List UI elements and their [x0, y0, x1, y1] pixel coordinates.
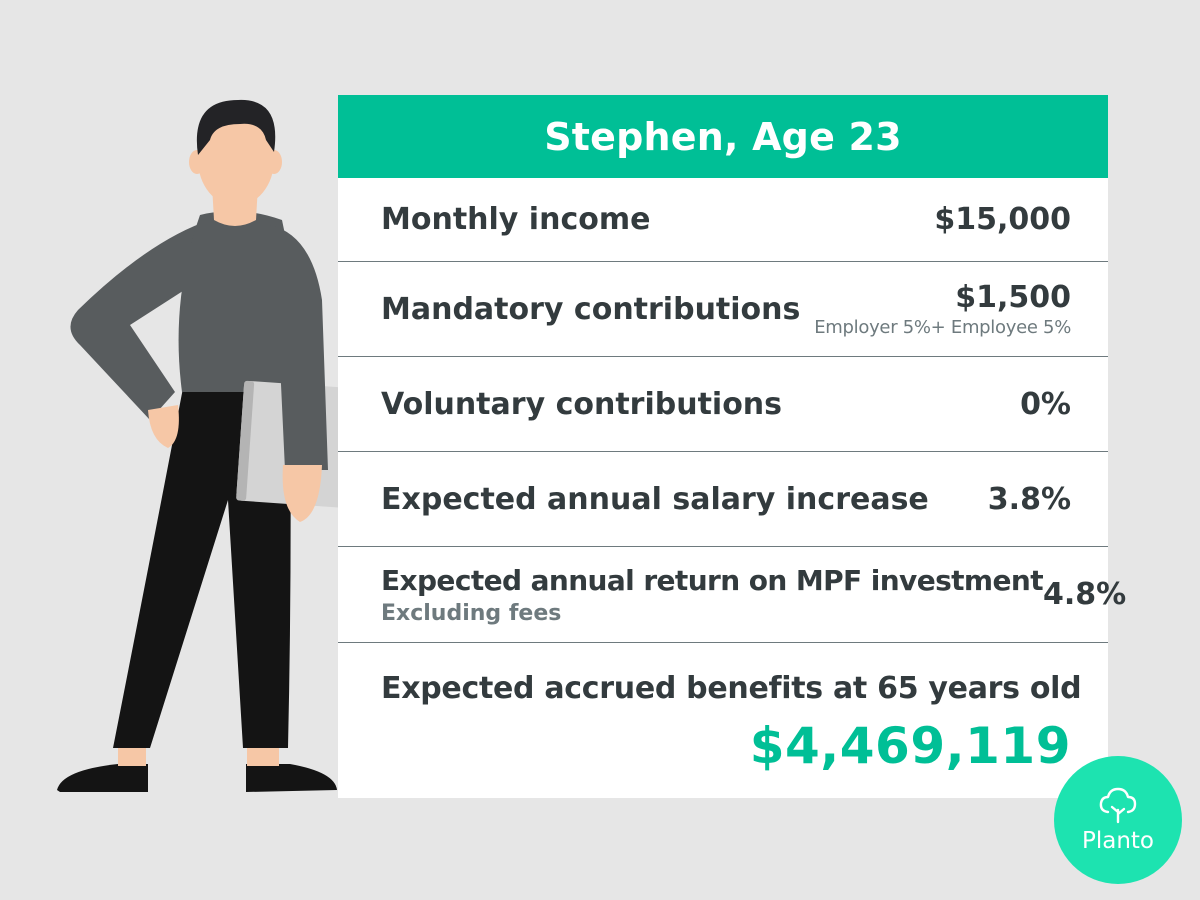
row-mpf-return: Expected annual return on MPF investment… [338, 547, 1126, 643]
card-title: Stephen, Age 23 [544, 114, 902, 159]
row-label-group: Expected annual return on MPF investment… [381, 563, 1044, 626]
person-illustration [57, 99, 374, 792]
right-hand [282, 465, 322, 522]
row-value: $15,000 [934, 202, 1071, 237]
row-salary-increase: Expected annual salary increase 3.8% [338, 452, 1108, 547]
right-arm [270, 225, 328, 470]
row-value: 4.8% [1043, 577, 1127, 612]
accrued-benefits: Expected accrued benefits at 65 years ol… [338, 643, 1108, 798]
left-hand [148, 405, 179, 448]
brand-name: Planto [1081, 828, 1155, 854]
left-arm [70, 220, 211, 420]
row-label: Expected annual return on MPF investment [381, 563, 1044, 597]
row-label: Voluntary contributions [381, 386, 783, 422]
row-value: 0% [1020, 386, 1071, 422]
row-label: Mandatory contributions [381, 291, 801, 327]
head [198, 114, 274, 206]
row-value-group: $1,500 Employer 5%+ Employee 5% [814, 280, 1071, 338]
row-monthly-income: Monthly income $15,000 [338, 178, 1108, 262]
left-shoe [57, 764, 148, 792]
sweater [178, 211, 295, 392]
row-note: Employer 5%+ Employee 5% [814, 317, 1071, 338]
row-value: 3.8% [987, 481, 1071, 517]
row-note: Excluding fees [381, 600, 562, 626]
planto-logo: Planto [1054, 756, 1182, 884]
benefits-card: Stephen, Age 23 Monthly income $15,000 M… [338, 95, 1126, 798]
row-value: $1,500 [955, 280, 1071, 315]
row-mandatory-contributions: Mandatory contributions $1,500 Employer … [338, 262, 1108, 357]
card-header: Stephen, Age 23 [338, 95, 1108, 178]
cloud-tree-icon [1099, 787, 1137, 824]
accrued-benefits-value: $4,469,119 [749, 717, 1071, 775]
right-shoe [246, 764, 337, 792]
accrued-benefits-label: Expected accrued benefits at 65 years ol… [381, 671, 1082, 706]
row-voluntary-contributions: Voluntary contributions 0% [338, 357, 1108, 452]
row-label: Monthly income [381, 202, 651, 237]
row-label: Expected annual salary increase [381, 481, 929, 517]
hair [196, 99, 276, 155]
